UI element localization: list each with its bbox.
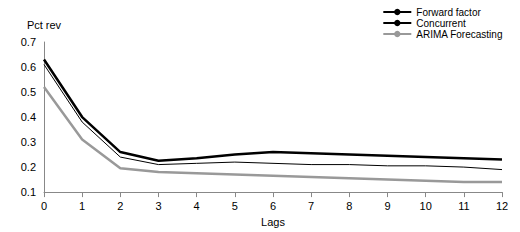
svg-text:ARIMA Forecasting: ARIMA Forecasting <box>416 29 502 40</box>
svg-text:5: 5 <box>232 200 238 212</box>
svg-text:0: 0 <box>41 200 47 212</box>
svg-text:Concurrent: Concurrent <box>416 18 466 29</box>
svg-text:10: 10 <box>420 200 432 212</box>
svg-text:6: 6 <box>270 200 276 212</box>
svg-text:12: 12 <box>496 200 508 212</box>
svg-text:0.6: 0.6 <box>21 61 36 73</box>
svg-text:4: 4 <box>194 200 200 212</box>
svg-text:0.7: 0.7 <box>21 36 36 48</box>
svg-text:8: 8 <box>346 200 352 212</box>
svg-text:0.2: 0.2 <box>21 161 36 173</box>
svg-text:1: 1 <box>79 200 85 212</box>
svg-text:9: 9 <box>384 200 390 212</box>
svg-text:Pct rev: Pct rev <box>27 19 62 31</box>
svg-text:3: 3 <box>155 200 161 212</box>
svg-text:Lags: Lags <box>261 216 285 228</box>
svg-text:2: 2 <box>117 200 123 212</box>
svg-text:7: 7 <box>308 200 314 212</box>
svg-text:0.3: 0.3 <box>21 136 36 148</box>
svg-text:Forward factor: Forward factor <box>416 7 481 18</box>
svg-text:0.5: 0.5 <box>21 86 36 98</box>
svg-text:0.4: 0.4 <box>21 111 36 123</box>
svg-text:11: 11 <box>458 200 469 212</box>
svg-text:0.1: 0.1 <box>21 186 36 198</box>
